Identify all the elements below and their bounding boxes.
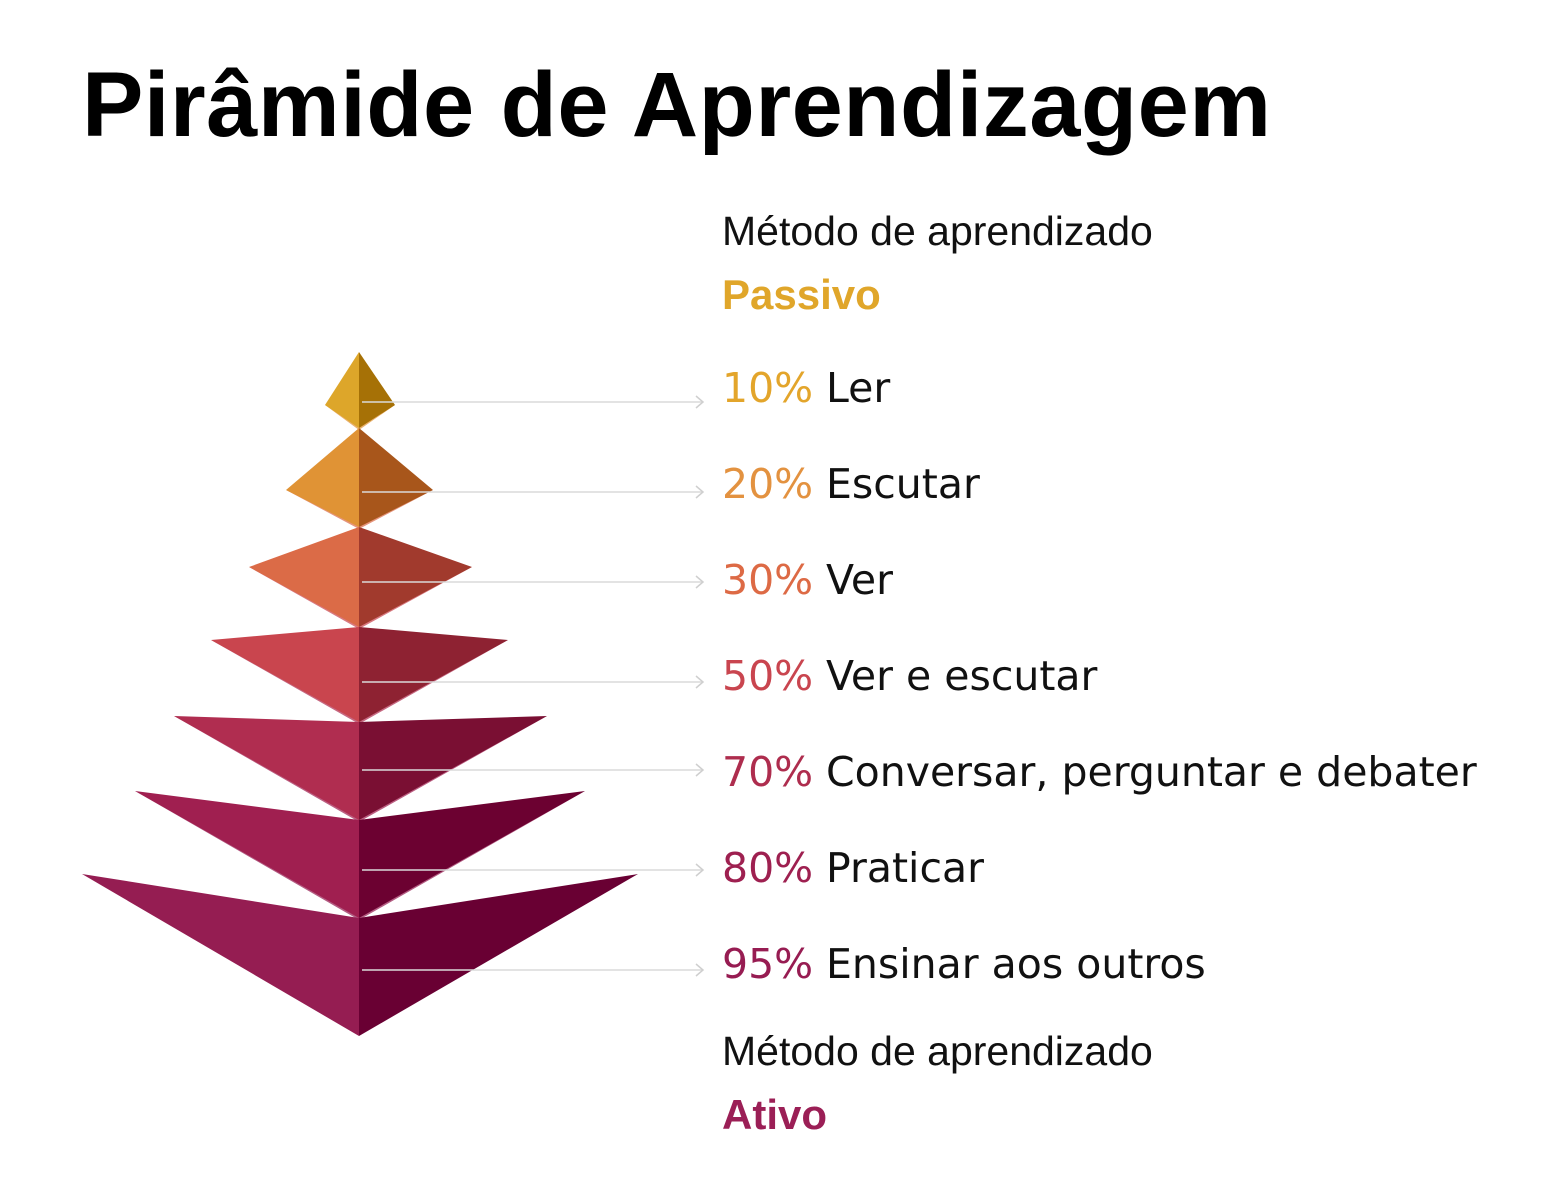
pyramid-face-right [359,527,472,627]
passive-method-caption: Método de aprendizado [722,208,1153,254]
arrow-icon [695,763,705,777]
active-method-label: Ativo [722,1091,827,1138]
pyramid-face-right [359,352,395,428]
level-row-4: 50% Ver e escutar [722,646,1097,706]
pyramid-face-left [174,716,359,820]
arrow-icon [695,675,705,689]
pyramid-face-left [211,627,359,722]
pyramid-face-right [359,428,433,527]
arrow-icon [695,963,705,977]
pyramid-face-left [135,791,359,918]
level-label: Ensinar aos outros [826,940,1206,988]
pyramid-face-left [325,352,359,428]
pyramid-face-right [359,716,547,820]
level-percent: 30% [722,556,814,604]
level-label: Ver [826,556,893,604]
arrow-icon [695,485,705,499]
arrow-icon [695,863,705,877]
level-percent: 50% [722,652,814,700]
level-percent: 10% [722,364,814,412]
level-percent: 70% [722,748,814,796]
level-label: Ver e escutar [826,652,1098,700]
pyramid-face-right [359,627,508,722]
pyramid-face-right [359,791,585,918]
arrow-icon [695,395,705,409]
level-row-1: 10% Ler [722,358,890,418]
pyramid-face-left [249,527,359,627]
level-label: Ler [826,364,891,412]
level-row-3: 30% Ver [722,550,893,610]
level-percent: 95% [722,940,814,988]
level-row-2: 20% Escutar [722,454,980,514]
level-percent: 20% [722,460,814,508]
level-row-7: 95% Ensinar aos outros [722,934,1206,994]
level-label: Praticar [826,844,984,892]
level-percent: 80% [722,844,814,892]
level-label: Conversar, perguntar e debater [826,748,1477,796]
passive-method-label: Passivo [722,271,881,318]
level-label: Escutar [826,460,980,508]
level-row-5: 70% Conversar, perguntar e debater [722,742,1477,802]
pyramid-face-right [359,874,638,1036]
pyramid-face-left [286,428,359,527]
pyramid-face-left [82,874,359,1036]
active-method-caption: Método de aprendizado [722,1028,1153,1074]
level-row-6: 80% Praticar [722,838,984,898]
page-title: Pirâmide de Aprendizagem [82,54,1272,156]
arrow-icon [695,575,705,589]
